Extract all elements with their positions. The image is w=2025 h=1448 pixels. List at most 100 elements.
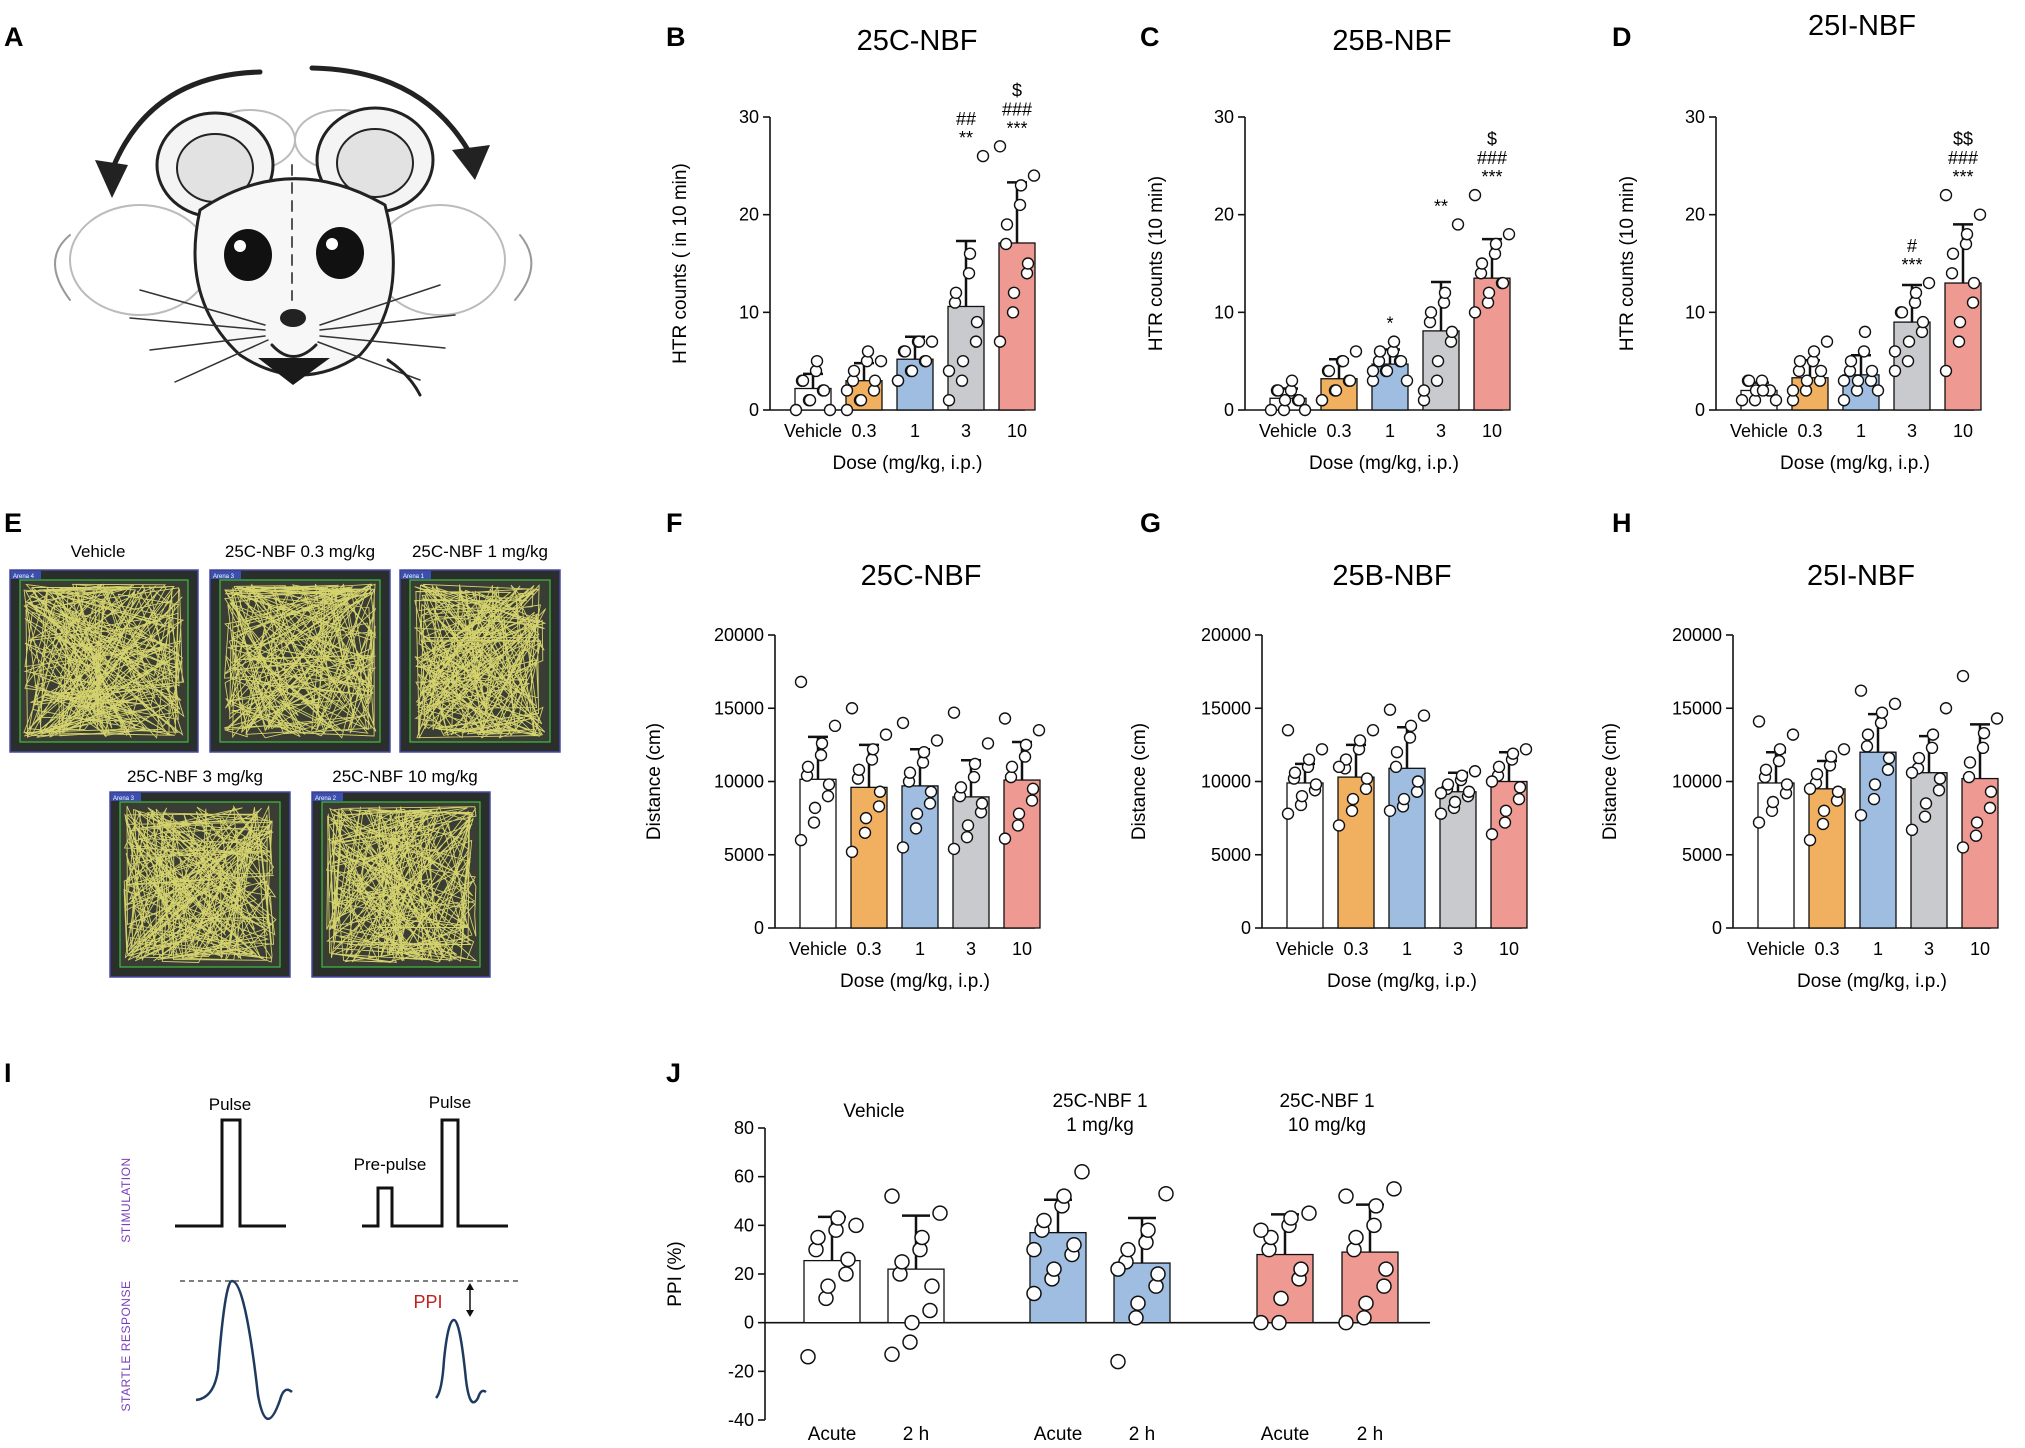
y-tick-label: 20 (734, 1264, 754, 1284)
data-point (1397, 792, 1411, 806)
arena-tag: Arena 1 (403, 574, 425, 580)
data-point (1360, 772, 1374, 785)
data-point (954, 781, 968, 794)
data-point (1482, 286, 1496, 299)
significance-marker: ** (959, 128, 973, 148)
x-tick-label: 3 (966, 939, 976, 959)
data-point (1867, 792, 1881, 806)
data-point (1952, 335, 1966, 348)
data-point (1502, 227, 1516, 241)
data-point (1368, 1198, 1384, 1214)
y-tick-label: 20000 (1672, 625, 1722, 645)
data-point (1120, 1241, 1136, 1258)
data-point (1844, 354, 1858, 368)
data-point (821, 789, 835, 803)
y-tick-label: 30 (1214, 107, 1234, 127)
data-point (1066, 1237, 1082, 1253)
y-tick-label: 0 (754, 918, 764, 938)
data-point (1905, 823, 1919, 837)
data-point (1939, 702, 1953, 715)
x-tick-label: Vehicle (1259, 421, 1317, 441)
data-point (1046, 1261, 1062, 1277)
data-point (1499, 804, 1513, 817)
data-point (1288, 766, 1302, 779)
data-point (963, 247, 977, 260)
data-point (1909, 286, 1923, 299)
data-point (1953, 315, 1967, 329)
left-rotation-arrow (109, 69, 263, 173)
data-point (1387, 335, 1401, 348)
data-point (1264, 403, 1278, 417)
y-tick-label: -40 (728, 1410, 754, 1430)
x-tick-label: 2 h (1129, 1424, 1155, 1443)
data-point (872, 800, 886, 813)
data-point (1253, 1314, 1269, 1331)
data-point (1315, 743, 1329, 756)
data-point (845, 845, 859, 859)
y-tick-label: 10 (1214, 302, 1234, 322)
data-point (1865, 364, 1879, 378)
data-point (1332, 819, 1346, 832)
x-tick-label: 0.3 (1326, 421, 1351, 441)
data-point (1902, 335, 1916, 348)
data-point (993, 140, 1007, 153)
data-point (1769, 394, 1783, 407)
data-point (1358, 1295, 1374, 1311)
data-point (968, 757, 982, 771)
open-field-track-image-0: Arena 4 (9, 569, 199, 753)
data-point (823, 403, 837, 417)
significance-marker: *** (1006, 118, 1027, 138)
data-point (1814, 364, 1828, 378)
data-point (1984, 785, 1998, 798)
data-point (1026, 1241, 1042, 1258)
data-point (1857, 345, 1871, 358)
x-tick-label: 1 (1402, 939, 1412, 959)
data-point (999, 237, 1013, 251)
panel-label-g: G (1140, 508, 1161, 538)
data-point (1735, 394, 1749, 407)
data-point (1271, 1314, 1287, 1331)
chart-panel-b: B 25C-NBF 0 10 20 30 HTR counts ( in 10 min) Do… (666, 22, 1041, 474)
arena-tag-box (313, 793, 343, 801)
data-point (919, 354, 933, 368)
data-point (1881, 763, 1895, 776)
open-field-track-image-3: Arena 3 (109, 791, 291, 978)
data-point (1019, 738, 1033, 752)
data-point (1373, 345, 1387, 358)
data-point (1492, 760, 1506, 774)
data-point (1339, 753, 1353, 766)
panel-e: E Vehicle 25C-NBF 0.3 mg/kg 25C-NBF 1 mg… (4, 508, 561, 978)
significance-marker: *** (1901, 255, 1922, 275)
data-point (1026, 782, 1040, 796)
ppi-label: PPI (413, 1292, 442, 1312)
ppi-arrowhead-down-icon (466, 1310, 474, 1317)
data-point (1359, 782, 1373, 796)
y-tick-label: 0 (744, 1313, 754, 1333)
x-tick-label: 2 h (903, 1424, 929, 1443)
data-point (1110, 1353, 1126, 1370)
locomotion-trace (326, 805, 478, 964)
panel-label-c: C (1140, 22, 1160, 52)
data-point (947, 706, 961, 719)
data-point (1295, 789, 1309, 803)
data-point (1496, 276, 1510, 290)
x-tick-label: Vehicle (1747, 939, 1805, 959)
y-tick-label: 20000 (714, 625, 764, 645)
data-point (1431, 354, 1445, 368)
data-point (845, 702, 859, 715)
data-point (801, 760, 815, 774)
x-tick-label: 2 h (1357, 1424, 1383, 1443)
data-point (1837, 394, 1851, 407)
chart-panel-c: C 25B-NBF 0 10 20 30 HTR counts (10 min) Dose (… (1140, 22, 1516, 474)
data-point (910, 807, 924, 820)
x-tick-label: 3 (1907, 421, 1917, 441)
significance-marker: $$ (1953, 129, 1973, 149)
x-tick-label: 0.3 (1797, 421, 1822, 441)
y-axis-label: Distance (cm) (1600, 723, 1621, 840)
data-point (1005, 760, 1019, 774)
data-point (917, 746, 931, 759)
data-point (998, 832, 1012, 845)
y-axis-label: HTR counts ( in 10 min) (670, 163, 691, 364)
data-point (1158, 1185, 1174, 1202)
